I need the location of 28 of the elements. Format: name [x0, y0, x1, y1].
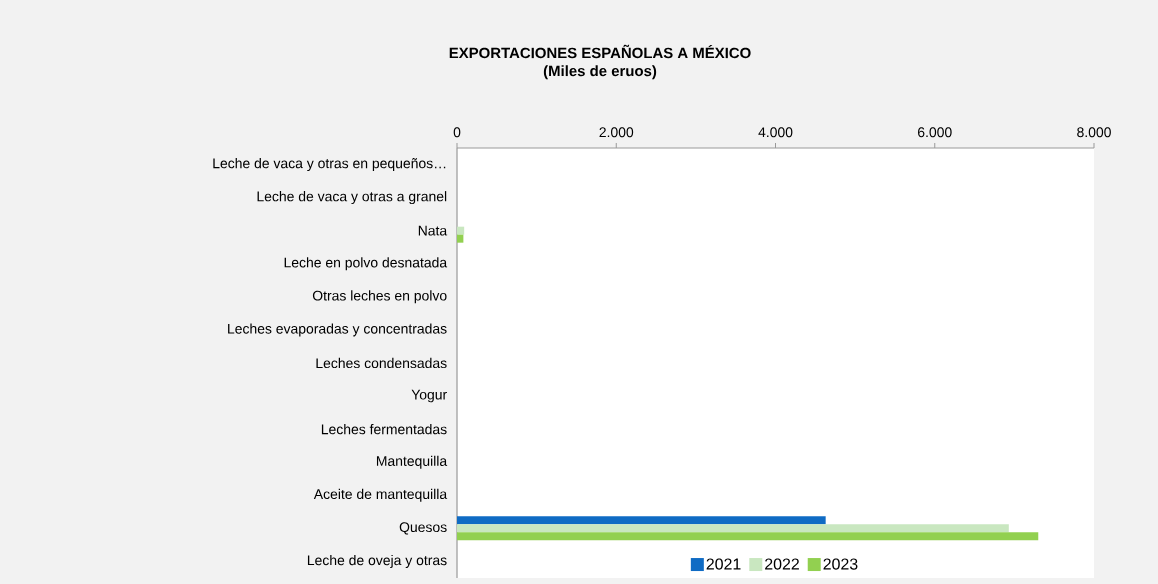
legend-label: 2022 [765, 558, 799, 570]
bar [457, 226, 465, 235]
y-tick-label: Leches condensadas [316, 357, 447, 369]
y-tick-label: Yogur [411, 389, 447, 403]
y-tick-label: Nata [418, 225, 448, 236]
y-tick-label: Otras leches en polvo [312, 290, 447, 304]
y-tick-label: Leche de vaca y otras en pequeños… [213, 158, 446, 172]
y-tick-label: Leches evaporadas y concentradas [228, 323, 447, 337]
x-tick-label: 8.000 [1077, 127, 1111, 138]
legend-label: 2021 [706, 558, 741, 570]
y-tick-label: Leche de vaca y otras a granel [257, 191, 447, 205]
x-tick-label: 0 [453, 127, 461, 138]
bar [457, 524, 1009, 533]
bar [457, 516, 826, 525]
bar [457, 234, 464, 243]
x-tick-label: 4.000 [758, 127, 793, 138]
chart-subtitle: (Miles de eruos) [543, 65, 657, 80]
y-tick-label: Aceite de mantequilla [313, 488, 448, 502]
chart-title: EXPORTACIONES ESPAÑOLAS A MÉXICO [449, 44, 751, 59]
legend-label: 2023 [823, 558, 858, 570]
x-tick-label: 2.000 [599, 127, 634, 138]
y-tick-label: Quesos [399, 522, 447, 535]
y-tick-label: Leches fermentadas [321, 424, 447, 435]
bar [457, 532, 1039, 541]
x-tick-label: 6.000 [918, 127, 952, 138]
y-tick-label: Mantequilla [376, 455, 448, 469]
y-tick-label: Leche en polvo desnatada [284, 257, 448, 271]
y-tick-label: Leche de oveja y otras [307, 554, 447, 568]
